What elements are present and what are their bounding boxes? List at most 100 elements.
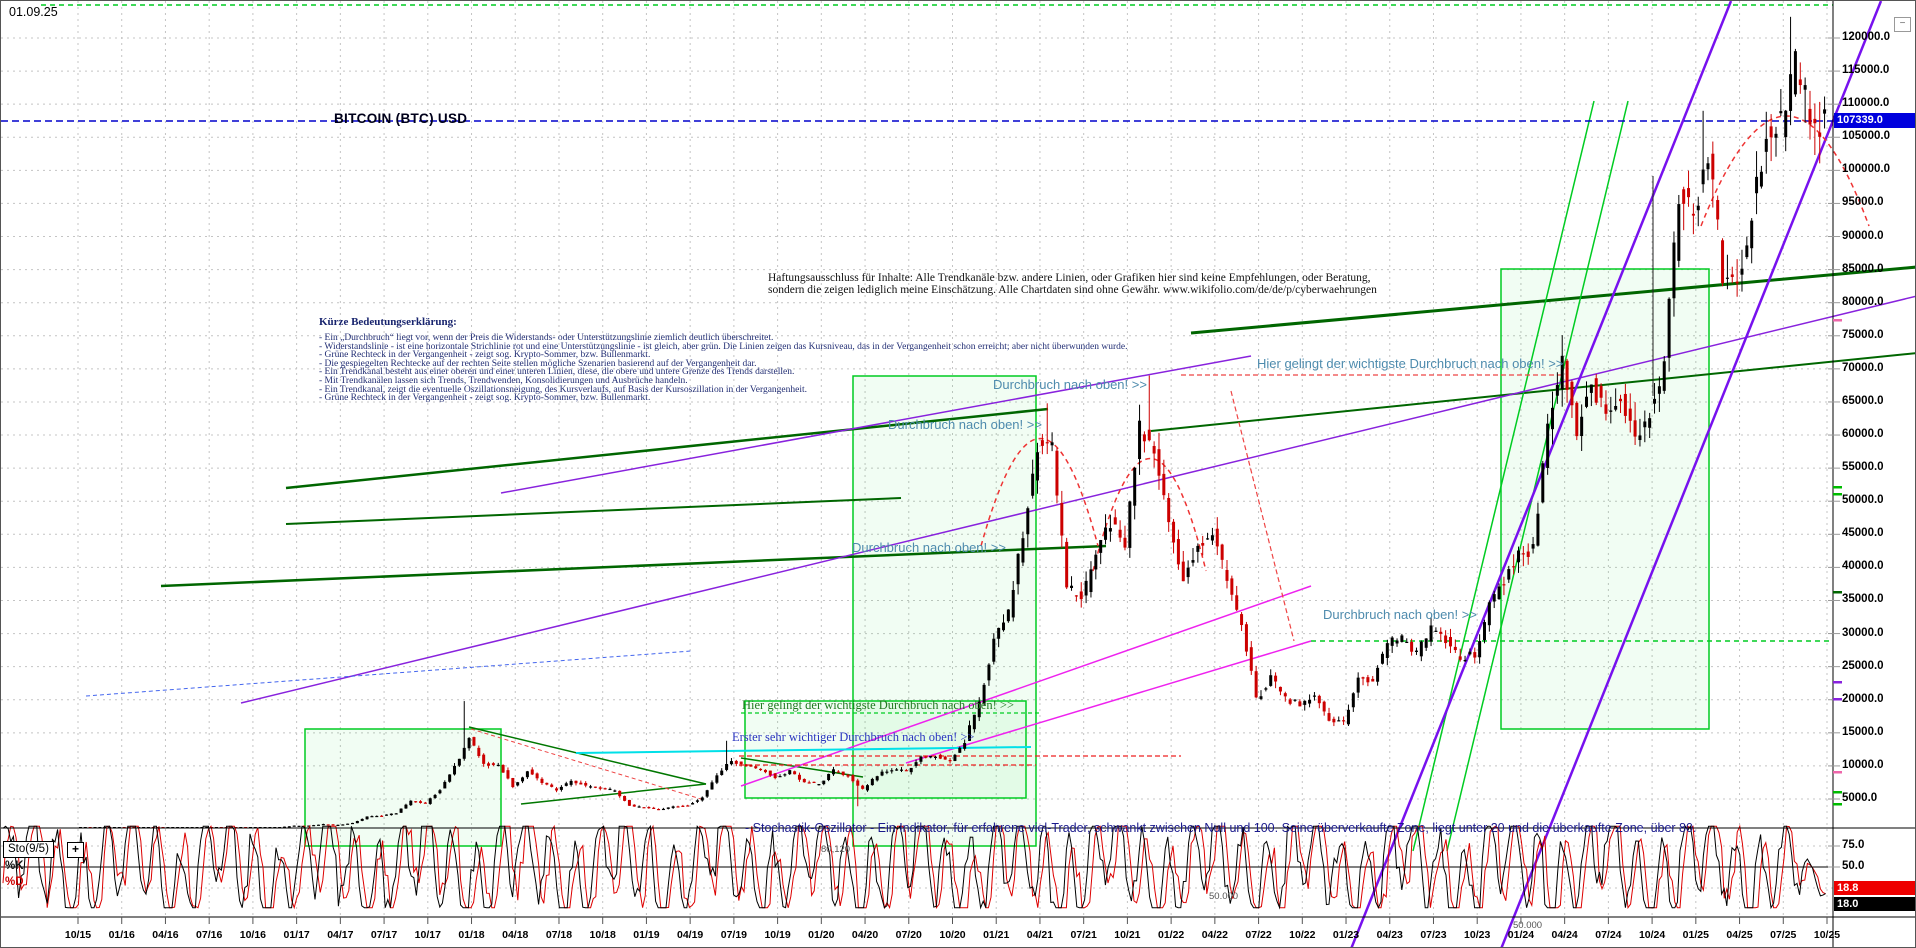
x-axis-label: 04/18: [502, 929, 529, 941]
breakout-annotation-6: Hier gelingt der wichtigste Durchbruch n…: [742, 698, 1014, 712]
x-axis-label: 04/23: [1376, 929, 1403, 941]
current-price-tag: 107339.0: [1834, 113, 1915, 128]
y-axis-label: 15000.0: [1842, 725, 1884, 738]
x-axis-label: 01/21: [983, 929, 1010, 941]
x-axis-label: 01/22: [1157, 929, 1185, 941]
y-axis-label: 55000.0: [1842, 461, 1884, 474]
date-label: 01.09.25: [9, 5, 58, 19]
y-axis-label: 35000.0: [1842, 593, 1884, 606]
explanation-line: - Ein „Durchbruch“ liegt vor, wenn der P…: [319, 333, 774, 343]
explanation-line: - Mit Trendkanälen lassen sich Trends, T…: [319, 376, 688, 386]
breakout-annotation-3: Durchbruch nach oben! >>: [852, 540, 1006, 555]
x-axis-label: 04/22: [1201, 929, 1228, 941]
oscillator-stray-label: 50.000: [1513, 920, 1543, 931]
y-axis-label: 75000.0: [1842, 328, 1884, 341]
y-axis-label: 40000.0: [1842, 560, 1884, 573]
x-axis-label: 04/16: [152, 929, 179, 941]
y-axis-label: 30000.0: [1842, 626, 1884, 639]
x-axis-label: 10/22: [1289, 929, 1316, 941]
x-axis-label: 07/25: [1770, 929, 1797, 941]
x-axis-label: 04/19: [677, 929, 704, 941]
explanation-line: - Grüne Rechteck in der Vergangenheit - …: [319, 393, 651, 404]
y-axis-label: 25000.0: [1842, 659, 1884, 672]
y-axis-label: 45000.0: [1842, 527, 1884, 540]
oscillator-stray-label: 80,120: [821, 844, 851, 855]
indicator-settings-label[interactable]: Sto(9/5): [3, 841, 54, 858]
x-axis-label: 01/19: [633, 929, 660, 941]
x-axis-label: 10/20: [939, 929, 966, 941]
y-axis-label: 90000.0: [1842, 229, 1884, 242]
y-axis-label: 110000.0: [1842, 97, 1890, 110]
y-axis-label: 95000.0: [1842, 196, 1884, 209]
breakout-annotation-5: Durchbruch nach oben! >>: [1323, 607, 1477, 622]
x-axis-label: 01/24: [1507, 929, 1535, 941]
explanation-heading: Kürze Bedeutungserklärung:: [319, 316, 457, 328]
x-axis-label: 10/18: [589, 929, 616, 941]
x-axis-label: 04/21: [1026, 929, 1054, 941]
stochastic-d-value-tag: 18.8: [1834, 881, 1915, 895]
x-axis-label: 07/18: [545, 929, 573, 941]
percent-k-label: %K: [5, 860, 24, 872]
chart-title: BITCOIN (BTC) USD: [334, 111, 468, 126]
y-axis-label: 105000.0: [1842, 130, 1890, 143]
x-axis-label: 10/21: [1114, 929, 1141, 941]
breakout-annotation-7: Erster sehr wichtiger Durchbruch nach ob…: [732, 730, 975, 744]
x-axis-label: 04/24: [1551, 929, 1578, 941]
x-axis-label: 07/19: [720, 929, 748, 941]
x-axis-label: 01/18: [458, 929, 485, 941]
y-axis-label: 115000.0: [1842, 64, 1890, 77]
x-axis-label: 10/16: [239, 929, 267, 941]
y-axis-label: 10000.0: [1842, 758, 1884, 771]
x-axis-label: 01/16: [108, 929, 135, 941]
y-axis-label: 65000.0: [1842, 394, 1884, 407]
y-axis-label: 70000.0: [1842, 361, 1884, 374]
x-axis-label: 04/17: [327, 929, 354, 941]
disclaimer-line1: Haftungsausschluss für Inhalte: Alle Tre…: [768, 272, 1371, 284]
x-axis-label: 01/25: [1682, 929, 1709, 941]
y-axis-label: 120000.0: [1842, 31, 1890, 43]
stochastic-k-value-tag: 18.0: [1834, 897, 1915, 911]
x-axis-label: 10/19: [764, 929, 791, 941]
x-axis-label: 10/15: [64, 929, 92, 941]
x-axis-label: 01/23: [1332, 929, 1360, 941]
y-axis-label: 80000.0: [1842, 295, 1884, 308]
breakout-annotation-2: Durchbruch nach oben! >>: [888, 417, 1042, 432]
x-axis-label: 04/25: [1726, 929, 1753, 941]
x-axis-label: 07/20: [895, 929, 922, 941]
explanation-line: - Die gespiegelten Rechtecke auf der rec…: [319, 358, 757, 369]
y-axis-label: 20000.0: [1842, 692, 1884, 705]
minimize-button[interactable]: −: [1894, 17, 1911, 32]
disclaimer-line2: sondern die zeigen lediglich meine Einsc…: [768, 284, 1377, 296]
y-axis-label: 85000.0: [1842, 262, 1884, 275]
x-axis-label: 10/17: [414, 929, 441, 941]
explanation-line: - Ein Trendkanal, zeigt die eventuelle O…: [319, 384, 807, 395]
breakout-annotation-1: Durchbruch nach oben! >>: [993, 377, 1147, 392]
x-axis-label: 04/20: [851, 929, 879, 941]
x-axis-label: 01/20: [808, 929, 835, 941]
add-indicator-button[interactable]: +: [67, 842, 84, 858]
x-axis-label: 01/17: [283, 929, 310, 941]
percent-d-label: %D: [5, 876, 24, 888]
x-axis-label: 10/23: [1464, 929, 1491, 941]
oscillator-stray-label: 50.000: [1209, 891, 1239, 902]
x-axis-label: 07/17: [370, 929, 398, 941]
oscillator-level-label: 75.0: [1842, 839, 1865, 851]
y-axis-label: 60000.0: [1842, 428, 1884, 441]
explanation-line: - Widerstandslinie - ist eine horizontal…: [319, 341, 1128, 352]
breakout-annotation-4: Hier gelingt der wichtigste Durchbruch n…: [1257, 356, 1564, 371]
oscillator-level-label: 50.0: [1842, 860, 1865, 872]
explanation-line: - Ein Trendkanal besteht aus einer obere…: [319, 367, 795, 378]
y-axis-label: 50000.0: [1842, 494, 1884, 507]
y-axis-label: 100000.0: [1842, 163, 1890, 176]
x-axis-label: 10/25: [1813, 929, 1841, 941]
x-axis-label: 10/24: [1638, 929, 1666, 941]
explanation-line: - Grüne Rechteck in der Vergangenheit - …: [319, 350, 651, 361]
y-axis-label: 5000.0: [1842, 792, 1878, 804]
x-axis-label: 07/16: [196, 929, 223, 941]
x-axis-label: 07/23: [1420, 929, 1447, 941]
x-axis-label: 07/24: [1595, 929, 1622, 941]
x-axis-label: 07/21: [1070, 929, 1097, 941]
stochastic-note: - Stochastik-Oszillator - Ein Indikator,…: [745, 821, 1697, 835]
